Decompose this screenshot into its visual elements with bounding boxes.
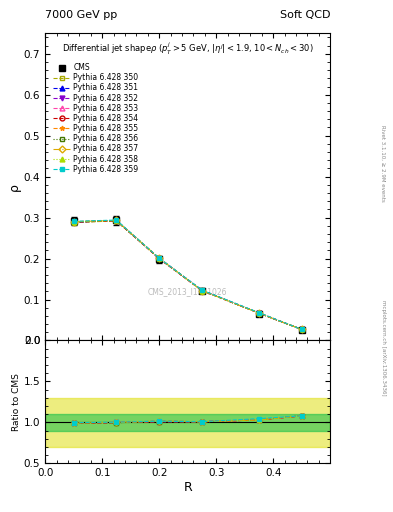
- Pythia 6.428 359: [299, 326, 304, 332]
- Pythia 6.428 355: [299, 326, 304, 332]
- Pythia 6.428 350: [257, 310, 261, 316]
- Pythia 6.428 359: [72, 218, 76, 224]
- Pythia 6.428 354: [114, 218, 119, 224]
- Pythia 6.428 350: [72, 220, 76, 226]
- Pythia 6.428 351: [114, 218, 119, 224]
- Pythia 6.428 359: [114, 217, 119, 223]
- Pythia 6.428 353: [299, 326, 304, 332]
- Pythia 6.428 350: [114, 218, 119, 224]
- Pythia 6.428 358: [72, 219, 76, 225]
- Pythia 6.428 355: [72, 219, 76, 225]
- Pythia 6.428 351: [157, 255, 162, 261]
- Pythia 6.428 354: [257, 310, 261, 316]
- Pythia 6.428 356: [72, 219, 76, 225]
- Pythia 6.428 357: [257, 310, 261, 316]
- Pythia 6.428 358: [157, 255, 162, 261]
- Line: Pythia 6.428 351: Pythia 6.428 351: [71, 218, 304, 332]
- Pythia 6.428 352: [114, 218, 119, 224]
- Pythia 6.428 358: [114, 218, 119, 224]
- Pythia 6.428 357: [72, 219, 76, 225]
- Pythia 6.428 356: [114, 218, 119, 224]
- Pythia 6.428 358: [200, 287, 204, 293]
- Pythia 6.428 357: [157, 255, 162, 261]
- Pythia 6.428 356: [257, 310, 261, 316]
- Text: Soft QCD: Soft QCD: [280, 10, 330, 20]
- Line: Pythia 6.428 352: Pythia 6.428 352: [71, 218, 304, 332]
- Pythia 6.428 356: [157, 255, 162, 262]
- Pythia 6.428 350: [157, 255, 162, 262]
- Legend: CMS, Pythia 6.428 350, Pythia 6.428 351, Pythia 6.428 352, Pythia 6.428 353, Pyt: CMS, Pythia 6.428 350, Pythia 6.428 351,…: [52, 61, 140, 175]
- Pythia 6.428 358: [257, 310, 261, 316]
- Pythia 6.428 359: [157, 255, 162, 261]
- Line: Pythia 6.428 353: Pythia 6.428 353: [71, 218, 304, 332]
- Pythia 6.428 357: [200, 287, 204, 293]
- Pythia 6.428 354: [157, 255, 162, 262]
- Pythia 6.428 352: [299, 326, 304, 332]
- Pythia 6.428 358: [299, 326, 304, 332]
- Pythia 6.428 352: [72, 219, 76, 225]
- Pythia 6.428 359: [200, 287, 204, 293]
- Line: Pythia 6.428 350: Pythia 6.428 350: [71, 219, 304, 332]
- Pythia 6.428 353: [72, 219, 76, 225]
- Text: 7000 GeV pp: 7000 GeV pp: [45, 10, 118, 20]
- Pythia 6.428 355: [157, 255, 162, 261]
- Y-axis label: Ratio to CMS: Ratio to CMS: [12, 373, 21, 431]
- Pythia 6.428 352: [200, 287, 204, 293]
- Pythia 6.428 356: [299, 326, 304, 332]
- Text: Rivet 3.1.10, ≥ 2.9M events: Rivet 3.1.10, ≥ 2.9M events: [381, 125, 386, 202]
- Pythia 6.428 359: [257, 310, 261, 316]
- Line: Pythia 6.428 357: Pythia 6.428 357: [71, 218, 304, 332]
- X-axis label: R: R: [183, 481, 192, 494]
- Text: mcplots.cern.ch [arXiv:1306.3436]: mcplots.cern.ch [arXiv:1306.3436]: [381, 301, 386, 396]
- Pythia 6.428 356: [200, 287, 204, 293]
- Pythia 6.428 350: [200, 287, 204, 293]
- Pythia 6.428 355: [114, 218, 119, 224]
- Pythia 6.428 354: [200, 287, 204, 293]
- Pythia 6.428 351: [257, 310, 261, 316]
- Pythia 6.428 353: [114, 218, 119, 224]
- Pythia 6.428 351: [72, 219, 76, 225]
- Line: Pythia 6.428 358: Pythia 6.428 358: [71, 218, 304, 332]
- Pythia 6.428 352: [157, 255, 162, 262]
- Bar: [45, 414, 330, 431]
- Pythia 6.428 355: [200, 287, 204, 293]
- Pythia 6.428 353: [157, 255, 162, 262]
- Pythia 6.428 354: [72, 219, 76, 225]
- Pythia 6.428 351: [200, 287, 204, 293]
- Line: Pythia 6.428 356: Pythia 6.428 356: [71, 219, 304, 332]
- Pythia 6.428 354: [299, 326, 304, 332]
- Line: Pythia 6.428 355: Pythia 6.428 355: [71, 218, 304, 332]
- Text: CMS_2013_I1261026: CMS_2013_I1261026: [148, 287, 228, 296]
- Line: Pythia 6.428 359: Pythia 6.428 359: [71, 218, 304, 332]
- Pythia 6.428 351: [299, 326, 304, 332]
- Pythia 6.428 355: [257, 310, 261, 316]
- Y-axis label: ρ: ρ: [8, 183, 21, 191]
- Pythia 6.428 353: [200, 287, 204, 293]
- Line: Pythia 6.428 354: Pythia 6.428 354: [71, 219, 304, 332]
- Pythia 6.428 350: [299, 326, 304, 332]
- Text: Differential jet shape$\rho$ ($p_T^j$$>$5 GeV, $|\eta^j|$$<$1.9, 10$<$$N_{ch}$$<: Differential jet shape$\rho$ ($p_T^j$$>$…: [62, 41, 314, 57]
- Pythia 6.428 353: [257, 310, 261, 316]
- Pythia 6.428 357: [299, 326, 304, 332]
- Pythia 6.428 352: [257, 310, 261, 316]
- Bar: [45, 398, 330, 447]
- Pythia 6.428 357: [114, 218, 119, 224]
